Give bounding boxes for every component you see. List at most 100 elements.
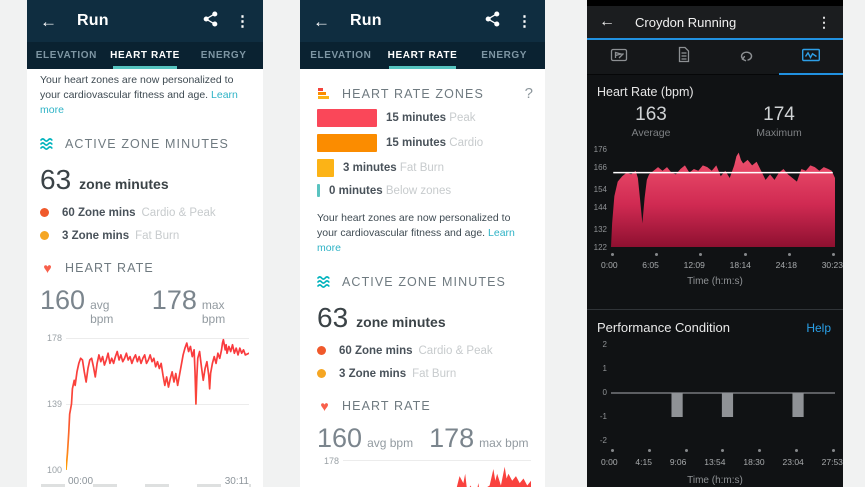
x-axis-labels: 0:00 4:15 9:06 13:54 18:30 23:04 27:53 <box>601 457 843 467</box>
zone-name: Cardio <box>449 137 484 149</box>
learn-more-link[interactable]: Learn more <box>40 88 238 116</box>
hr-section-head: ♥ HEART RATE <box>40 261 251 275</box>
x-axis-title: Time (h:m:s) <box>687 276 743 287</box>
back-arrow-icon[interactable]: ← <box>313 11 330 31</box>
tab-summary[interactable] <box>587 40 651 74</box>
zone-bars-icon <box>317 87 332 100</box>
tab-elevation[interactable]: ELEVATION <box>35 50 97 61</box>
garmin-phone-right: ← Croydon Running ⋮ <box>587 0 843 487</box>
overflow-menu-icon[interactable]: ⋮ <box>817 13 831 30</box>
zone-minutes: 15 minutes <box>386 112 447 124</box>
app-header: ← Croydon Running ⋮ <box>587 6 843 38</box>
learn-more-link[interactable]: Learn more <box>317 226 515 254</box>
tab-laps[interactable] <box>715 40 779 74</box>
content: Your heart zones are now personalized to… <box>27 73 263 487</box>
app-header: ← Run ⋮ <box>300 0 545 42</box>
tab-bar <box>587 40 843 75</box>
azm-total-unit: zone minutes <box>79 175 169 192</box>
header-actions: ⋮ <box>203 10 250 32</box>
x-axis-labels: 0:00 6:05 12:09 18:14 24:18 30:23 <box>601 260 843 270</box>
zone-bar-fat-burn <box>317 159 334 177</box>
zone-bar-cardio <box>317 134 377 152</box>
help-question-icon[interactable]: ? <box>524 85 533 102</box>
zones-note: Your heart zones are now personalized to… <box>40 73 251 118</box>
share-icon[interactable] <box>485 10 500 32</box>
performance-bars-plot <box>611 345 835 441</box>
hr-section-head: ♥ HEART RATE <box>317 399 533 413</box>
help-link[interactable]: Help <box>806 320 831 335</box>
azm-legend-cardio-peak: 60 Zone mins Cardio & Peak <box>40 207 251 219</box>
zone-row-peak: 15 minutes Peak <box>317 109 533 127</box>
hr-average-value: 163 <box>635 104 667 125</box>
tab-energy[interactable]: ENERGY <box>200 50 247 61</box>
gridline-139 <box>66 403 249 405</box>
x-axis-title: Time (h:m:s) <box>687 475 743 486</box>
azm-section-head: ACTIVE ZONE MINUTES <box>317 275 533 289</box>
ytick: -1 <box>599 412 607 421</box>
heart-icon: ♥ <box>43 259 52 276</box>
ytick-178: 178 <box>323 455 339 466</box>
laps-loop-icon <box>737 48 757 67</box>
azm-total: 63 zone minutes <box>317 302 533 334</box>
zone-minutes: 3 minutes <box>343 162 397 174</box>
tab-elevation[interactable]: ELEVATION <box>310 50 372 61</box>
cardio-peak-dot <box>40 208 49 218</box>
legend-zone: Cardio & Peak <box>418 344 493 357</box>
azm-total-unit: zone minutes <box>356 313 446 330</box>
fitbit-phone-middle: ← Run ⋮ ELEVATION HEART RATE ENERGY <box>300 0 545 487</box>
azm-legend-fat-burn: 3 Zone mins Fat Burn <box>40 230 251 242</box>
cropped-next-section <box>41 484 251 487</box>
hr-average: 163 Average <box>587 104 715 139</box>
ytick: 166 <box>593 163 607 172</box>
ytick: 154 <box>593 185 607 194</box>
avg-bpm-label: avg bpm <box>367 435 414 450</box>
status-bar <box>587 0 843 6</box>
zones-note-text: Your heart zones are now personalized to… <box>40 74 234 101</box>
tab-stats[interactable] <box>651 40 715 74</box>
azm-legend-fat-burn: 3 Zone mins Fat Burn <box>317 368 533 380</box>
active-zone-waves-icon <box>317 275 332 289</box>
tab-energy[interactable]: ENERGY <box>481 50 528 61</box>
heart-rate-area-plot <box>611 149 835 247</box>
xtick: 9:06 <box>669 457 687 467</box>
xtick: 18:14 <box>729 260 751 270</box>
app-header: ← Run ⋮ <box>27 0 263 42</box>
heart-rate-chart-cropped: 178 <box>317 456 533 487</box>
page-title: Croydon Running <box>635 14 737 30</box>
tab-charts[interactable] <box>779 40 843 75</box>
zone-row-below: 0 minutes Below zones <box>317 184 533 197</box>
avg-bpm-value: 160 <box>317 422 363 453</box>
heart-icon: ♥ <box>320 397 329 414</box>
ytick-100: 100 <box>46 464 62 475</box>
legend-mins: 3 Zone mins <box>62 229 130 242</box>
zone-minutes: 15 minutes <box>386 137 447 149</box>
fitbit-phone-left: ← Run ⋮ ELEVATION HEART RATE ENERGY Your… <box>27 0 263 487</box>
x-axis-ticks <box>611 449 835 452</box>
overflow-menu-icon[interactable]: ⋮ <box>517 13 532 30</box>
performance-condition-chart: 2 1 0 -1 -2 0:00 4:15 9:06 13:54 18:30 2… <box>587 337 843 487</box>
tab-bar: ELEVATION HEART RATE ENERGY <box>27 42 263 69</box>
heart-rate-chart: 178 139 100 00:00 30:11 <box>40 330 251 487</box>
hrz-heading: HEART RATE ZONES <box>342 86 484 101</box>
tab-heart-rate[interactable]: HEART RATE <box>382 42 464 69</box>
charts-waveform-icon <box>801 47 821 68</box>
xtick: 18:30 <box>743 457 765 467</box>
stats-document-icon <box>675 46 691 68</box>
xtick-end: 30:11 <box>224 475 249 487</box>
ytick: 1 <box>602 364 607 373</box>
zone-row-cardio: 15 minutes Cardio <box>317 134 533 152</box>
back-arrow-icon[interactable]: ← <box>599 13 615 30</box>
max-bpm-value: 178 <box>429 422 475 453</box>
back-arrow-icon[interactable]: ← <box>40 11 57 31</box>
gridline-178 <box>66 337 249 339</box>
avg-bpm-label: avg bpm <box>90 297 114 326</box>
tab-heart-rate[interactable]: HEART RATE <box>106 42 185 69</box>
max-bpm-label: max bpm <box>201 297 226 326</box>
xtick: 0:00 <box>601 260 618 270</box>
azm-section-head: ACTIVE ZONE MINUTES <box>40 137 251 151</box>
overflow-menu-icon[interactable]: ⋮ <box>235 13 250 30</box>
legend-mins: 60 Zone mins <box>339 344 413 357</box>
share-icon[interactable] <box>203 10 218 32</box>
ytick: 122 <box>593 243 607 252</box>
